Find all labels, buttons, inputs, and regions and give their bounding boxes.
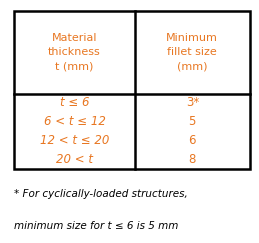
Text: 5: 5 (189, 115, 196, 128)
Text: Minimum
fillet size
(mm): Minimum fillet size (mm) (166, 33, 218, 71)
Bar (14, 11, 250, 169)
Text: 8: 8 (189, 153, 196, 166)
Text: 12 < t ≤ 20: 12 < t ≤ 20 (40, 134, 109, 147)
Text: 20 < t: 20 < t (56, 153, 93, 166)
Text: * For cyclically-loaded structures,: * For cyclically-loaded structures, (14, 189, 188, 200)
Text: Material
thickness
t (mm): Material thickness t (mm) (48, 33, 101, 71)
Text: 3*: 3* (186, 96, 199, 109)
Text: 6: 6 (189, 134, 196, 147)
Text: minimum size for t ≤ 6 is 5 mm: minimum size for t ≤ 6 is 5 mm (14, 221, 179, 231)
Text: t ≤ 6: t ≤ 6 (60, 96, 89, 109)
Text: 6 < t ≤ 12: 6 < t ≤ 12 (44, 115, 105, 128)
